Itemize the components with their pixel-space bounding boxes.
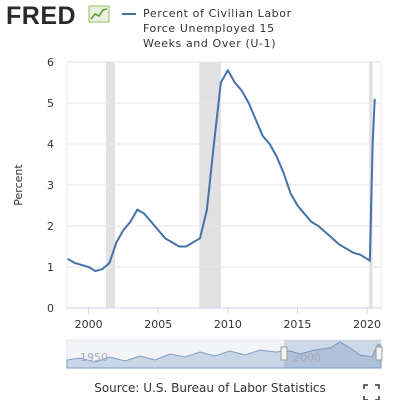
x-tick-label: 2015 [283,318,311,331]
y-axis-label: Percent [12,164,25,206]
fullscreen-icon[interactable] [363,384,380,400]
legend-swatch [122,13,136,15]
y-tick-label: 2 [47,220,54,233]
x-tick-label: 2010 [214,318,242,331]
logo[interactable]: FRED [6,2,77,30]
navigator-label: 2000 [293,351,321,364]
x-tick-label: 2005 [144,318,172,331]
legend-entry: Percent of Civilian Labor Force Unemploy… [143,7,292,50]
y-tick-label: 1 [47,261,54,274]
y-tick-label: 5 [47,97,54,110]
logo-icon [88,5,110,23]
y-tick-label: 3 [47,179,54,192]
navigator-label: 1950 [80,351,108,364]
y-tick-label: 0 [47,302,54,315]
plot-area: 0 1 2 3 4 5 6 2000 2005 2010 2015 2020 [47,56,382,331]
navigator[interactable]: 1950 2000 [66,339,383,369]
series-line [67,69,376,273]
y-tick-label: 6 [47,56,54,69]
source: Source: U.S. Bureau of Labor Statistics [94,381,326,395]
x-tick-label: 2020 [353,318,381,331]
y-tick-label: 4 [47,138,54,151]
x-tick-label: 2000 [75,318,103,331]
